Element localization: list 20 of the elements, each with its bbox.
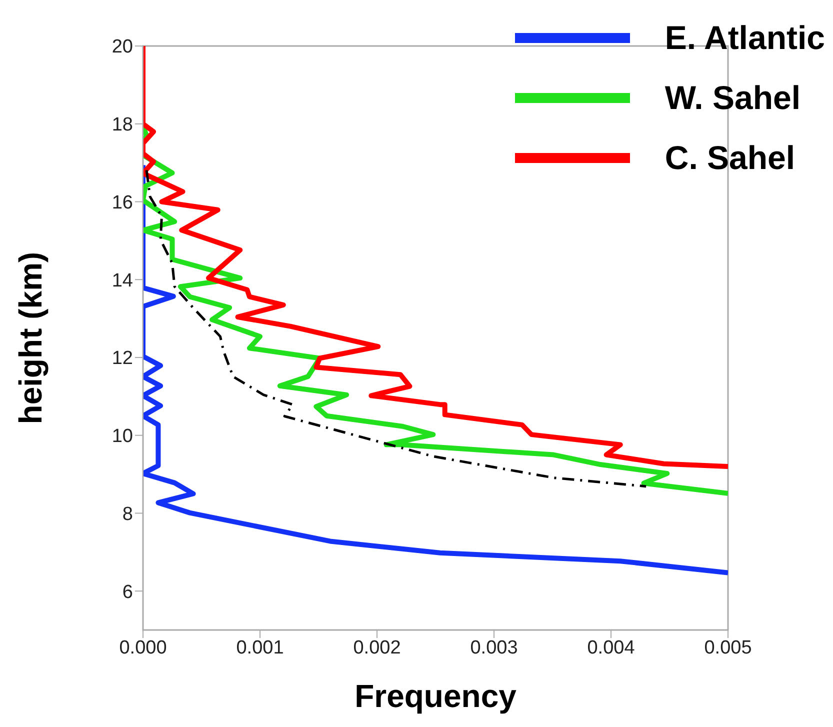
y-axis-title: height (km) bbox=[12, 252, 48, 424]
y-tick-label: 8 bbox=[122, 504, 133, 525]
line-series bbox=[145, 168, 648, 488]
y-tick-label: 6 bbox=[122, 582, 133, 603]
x-tick-label: 0.000 bbox=[119, 637, 167, 658]
x-tick-label: 0.005 bbox=[704, 637, 752, 658]
x-tick-label: 0.002 bbox=[353, 637, 401, 658]
y-tick-label: 16 bbox=[112, 192, 133, 214]
legend-label: E. Atlantic bbox=[664, 19, 825, 57]
x-tick-label: 0.001 bbox=[236, 637, 284, 658]
legend-label: C. Sahel bbox=[664, 139, 796, 177]
legend-label: W. Sahel bbox=[664, 79, 801, 117]
y-tick-label: 14 bbox=[112, 270, 134, 292]
y-tick-label: 18 bbox=[112, 114, 133, 136]
y-tick-label: 20 bbox=[112, 36, 133, 58]
y-tick-label: 10 bbox=[112, 426, 133, 448]
x-axis-title: Frequency bbox=[354, 678, 517, 714]
x-tick-label: 0.003 bbox=[470, 637, 518, 658]
x-tick-label: 0.004 bbox=[587, 637, 636, 658]
y-tick-label: 12 bbox=[112, 348, 133, 370]
